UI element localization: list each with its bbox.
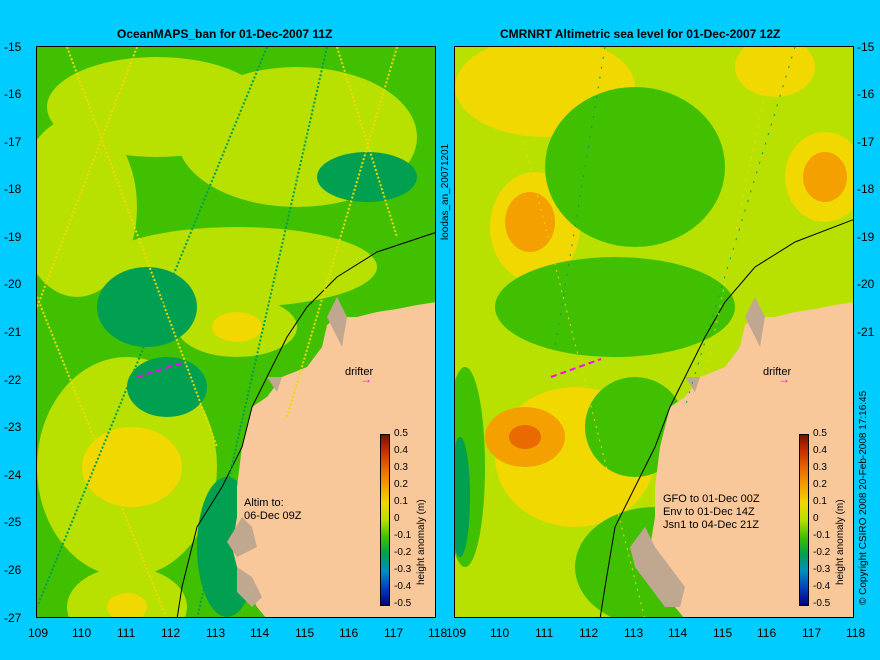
- x-tick: 113: [624, 626, 644, 640]
- colorbar-tick: -0.5: [813, 598, 831, 609]
- y-tick: -26: [4, 563, 22, 577]
- colorbar-tick: -0.3: [394, 564, 412, 575]
- x-tick: 111: [117, 626, 136, 640]
- left-colorbar-label: height anomaly (m): [416, 499, 427, 585]
- colorbar-tick: 0: [813, 513, 819, 524]
- x-tick: 118: [428, 626, 448, 640]
- colorbar-tick: 0.4: [394, 445, 408, 456]
- colorbar-tick: 0.4: [813, 445, 827, 456]
- colorbar-tick: 0.3: [394, 462, 408, 473]
- x-tick: 114: [250, 626, 270, 640]
- left-sea-level-map: [36, 46, 436, 618]
- colorbar-tick: 0: [394, 513, 400, 524]
- x-tick: 109: [446, 626, 467, 640]
- y-tick: -16: [857, 87, 875, 101]
- copyright-label: © Copyright CSIRO 2008 20-Feb-2008 17:16…: [858, 390, 869, 605]
- x-tick: 116: [339, 626, 359, 640]
- colorbar-tick: -0.4: [813, 581, 831, 592]
- y-tick: -17: [857, 135, 875, 149]
- y-tick: -25: [4, 515, 22, 529]
- y-tick: -18: [4, 182, 22, 196]
- colorbar-tick: -0.5: [394, 598, 412, 609]
- x-tick: 117: [384, 626, 404, 640]
- right-drifter-label: drifter: [763, 366, 792, 378]
- colorbar-tick: -0.1: [394, 530, 412, 541]
- y-tick: -19: [857, 230, 875, 244]
- colorbar-tick: 0.1: [813, 496, 827, 507]
- x-tick: 115: [295, 626, 315, 640]
- colorbar-tick: 0.2: [394, 479, 408, 490]
- right-colorbar: [799, 434, 809, 606]
- x-tick: 116: [757, 626, 777, 640]
- colorbar-tick: 0.3: [813, 462, 827, 473]
- x-tick: 115: [713, 626, 733, 640]
- left-map-title: OceanMAPS_ban for 01-Dec-2007 11Z: [117, 27, 333, 41]
- right-drifter-arrow-icon: →: [778, 372, 790, 386]
- y-tick: -21: [4, 325, 22, 339]
- y-tick: -20: [4, 277, 22, 291]
- y-tick: -21: [857, 325, 875, 339]
- right-altimetry-note: GFO to 01-Dec 00Z Env to 01-Dec 14Z Jsn1…: [663, 493, 760, 531]
- x-tick: 112: [161, 626, 181, 640]
- y-tick: -15: [857, 40, 875, 54]
- y-tick: -15: [4, 40, 22, 54]
- x-tick: 110: [490, 626, 510, 640]
- x-tick: 112: [579, 626, 599, 640]
- x-tick: 111: [535, 626, 554, 640]
- y-tick: -23: [4, 420, 22, 434]
- y-tick: -17: [4, 135, 22, 149]
- x-tick: 110: [72, 626, 92, 640]
- colorbar-tick: -0.1: [813, 530, 831, 541]
- y-tick: -24: [4, 468, 22, 482]
- colorbar-tick: -0.3: [813, 564, 831, 575]
- y-tick: -19: [4, 230, 22, 244]
- colorbar-tick: 0.2: [813, 479, 827, 490]
- y-tick: -16: [4, 87, 22, 101]
- y-tick: -20: [857, 277, 875, 291]
- run-id-label: loodas_an_20071201: [440, 143, 451, 240]
- x-tick: 114: [668, 626, 688, 640]
- y-tick: -27: [4, 611, 22, 625]
- colorbar-tick: 0.5: [394, 428, 408, 439]
- y-tick: -18: [857, 182, 875, 196]
- colorbar-tick: -0.2: [394, 547, 412, 558]
- left-drifter-arrow-icon: →: [360, 372, 372, 386]
- colorbar-tick: 0.5: [813, 428, 827, 439]
- right-colorbar-label: height anomaly (m): [835, 499, 846, 585]
- left-altimetry-note: Altim to: 06-Dec 09Z: [244, 497, 302, 522]
- right-map-title: CMRNRT Altimetric sea level for 01-Dec-2…: [500, 27, 781, 41]
- right-sea-level-map: [454, 46, 854, 618]
- left-drifter-label: drifter: [345, 366, 374, 378]
- y-tick: -22: [4, 373, 22, 387]
- x-tick: 113: [206, 626, 226, 640]
- x-tick: 117: [802, 626, 822, 640]
- left-colorbar: [380, 434, 390, 606]
- x-tick: 109: [28, 626, 49, 640]
- x-tick: 118: [846, 626, 866, 640]
- colorbar-tick: -0.4: [394, 581, 412, 592]
- colorbar-tick: 0.1: [394, 496, 408, 507]
- colorbar-tick: -0.2: [813, 547, 831, 558]
